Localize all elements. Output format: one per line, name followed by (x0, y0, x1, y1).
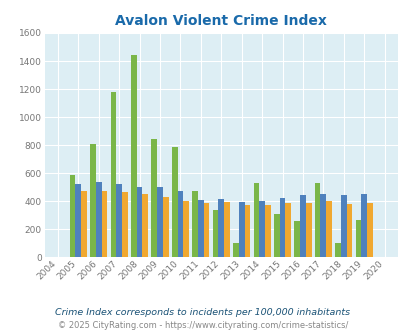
Bar (198, 200, 203, 257)
Bar (224, 202, 229, 257)
Bar (279, 198, 285, 257)
Bar (294, 221, 299, 257)
Bar (192, 191, 198, 257)
Bar (305, 203, 311, 257)
Bar (325, 201, 331, 257)
Bar (360, 194, 366, 257)
Bar (366, 203, 372, 257)
Title: Avalon Violent Crime Index: Avalon Violent Crime Index (115, 14, 326, 28)
Bar (81, 191, 87, 257)
Bar (273, 214, 279, 257)
Bar (136, 186, 142, 257)
Bar (70, 175, 75, 257)
Bar (151, 139, 157, 257)
Bar (110, 92, 116, 257)
Bar (340, 195, 346, 257)
Bar (335, 243, 340, 257)
Bar (96, 182, 101, 257)
Bar (259, 201, 264, 257)
Bar (285, 203, 290, 257)
Bar (90, 145, 96, 257)
Bar (232, 243, 238, 257)
Bar (75, 184, 81, 257)
Bar (142, 194, 148, 257)
Bar (264, 205, 270, 257)
Bar (162, 197, 168, 257)
Bar (320, 194, 325, 257)
Bar (177, 191, 183, 257)
Bar (157, 187, 162, 257)
Bar (212, 210, 218, 257)
Bar (346, 204, 352, 257)
Bar (131, 55, 136, 257)
Bar (122, 192, 128, 257)
Bar (314, 183, 320, 257)
Bar (218, 199, 224, 257)
Bar (253, 183, 259, 257)
Bar (355, 220, 360, 257)
Bar (203, 203, 209, 257)
Bar (171, 147, 177, 257)
Bar (244, 205, 249, 257)
Bar (116, 184, 122, 257)
Bar (299, 195, 305, 257)
Text: Crime Index corresponds to incidents per 100,000 inhabitants: Crime Index corresponds to incidents per… (55, 308, 350, 317)
Bar (183, 201, 189, 257)
Bar (101, 191, 107, 257)
Text: © 2025 CityRating.com - https://www.cityrating.com/crime-statistics/: © 2025 CityRating.com - https://www.city… (58, 321, 347, 330)
Bar (238, 202, 244, 257)
